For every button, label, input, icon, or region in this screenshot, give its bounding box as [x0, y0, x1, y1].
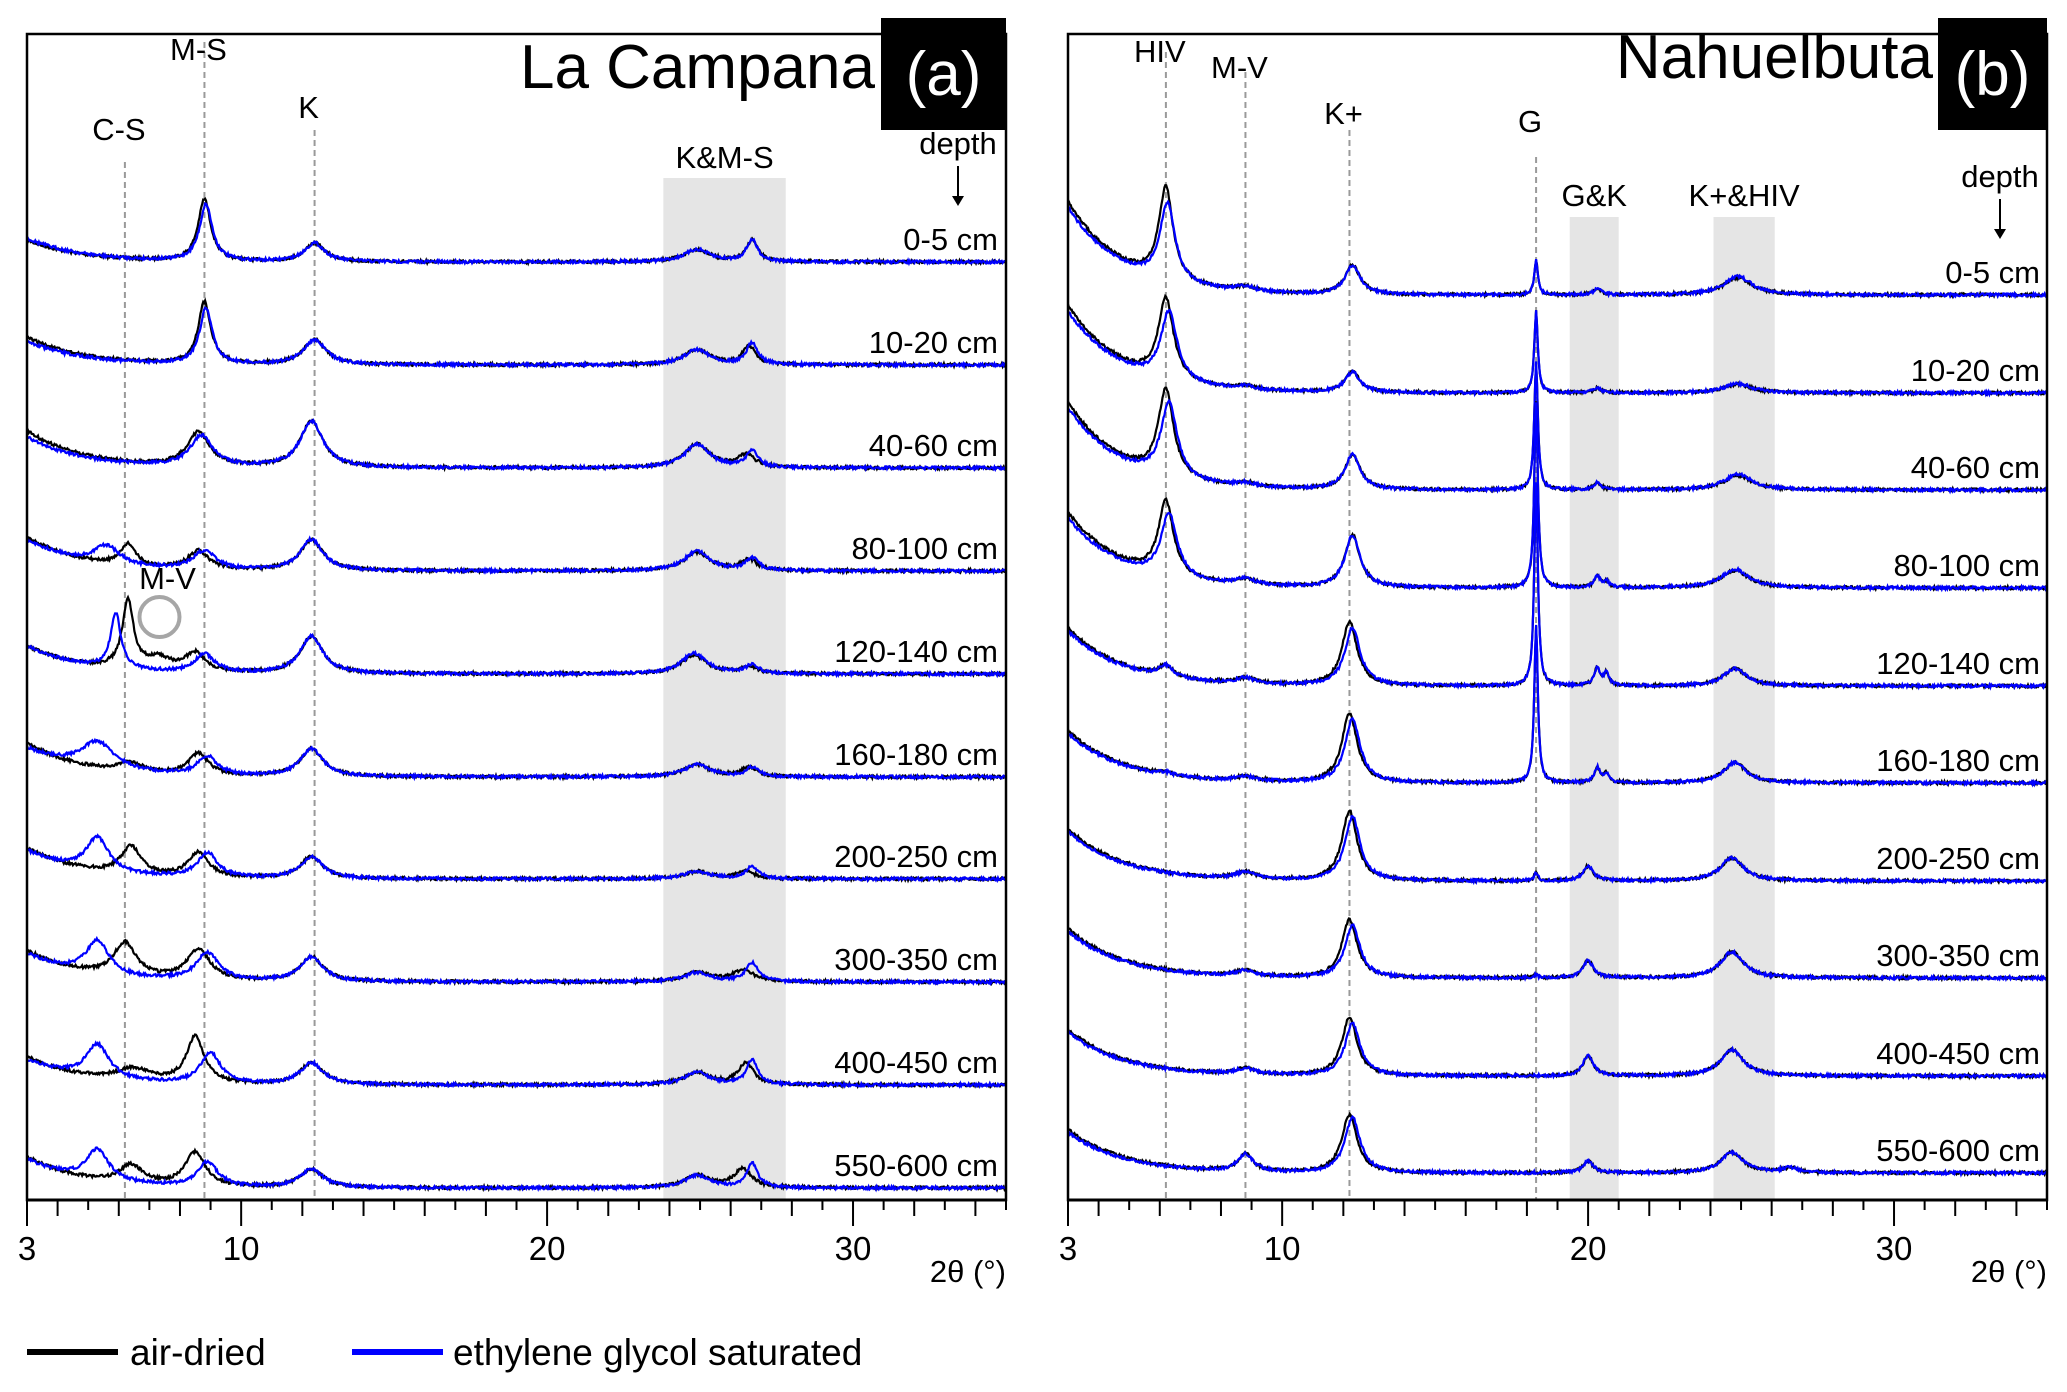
mineral-label: HIV: [1134, 34, 1186, 69]
annotation-circle: [137, 595, 182, 639]
panel-b-nahuelbuta: G&K K+&HIV HIV M-V K+ G 0-5 cm 10-20 cm 40-60 cm…: [1059, 18, 2049, 1289]
x-tick-label: 10: [223, 1230, 260, 1267]
depth-label: 40-60 cm: [1911, 450, 2040, 485]
legend-label-glycol: ethylene glycol saturated: [453, 1332, 862, 1373]
depth-header: depth: [1961, 159, 2039, 194]
panel-tag-box: [881, 18, 1006, 130]
depth-label: 200-250 cm: [1876, 841, 2040, 876]
x-axis-title: 2θ (°): [1971, 1254, 2047, 1289]
trace-glycol: [1067, 402, 2048, 593]
trace-glycol: [1067, 361, 2048, 495]
trace-air-dried: [26, 297, 1007, 370]
plot-frame: [25, 32, 1008, 1202]
depth-label: 0-5 cm: [903, 222, 998, 257]
trace-glycol: [26, 202, 1006, 267]
band-label: K+&HIV: [1689, 178, 1800, 213]
depth-label: 0-5 cm: [1945, 255, 2040, 290]
legend: air-dried ethylene glycol saturated: [27, 1332, 862, 1373]
depth-label: 10-20 cm: [1911, 353, 2040, 388]
x-axis-title: 2θ (°): [930, 1254, 1006, 1289]
panel-tag: (a): [906, 40, 982, 109]
depth-label: 10-20 cm: [869, 325, 998, 360]
trace-glycol: [25, 535, 1006, 576]
x-tick-label: 30: [835, 1230, 872, 1267]
depth-arrowhead-icon: [952, 196, 964, 206]
trace-glycol: [26, 1146, 1007, 1193]
band-label: G&K: [1561, 178, 1627, 213]
trace-air-dried: [26, 418, 1006, 473]
plot-frame: [1066, 32, 2049, 1202]
depth-arrowhead-icon: [1994, 229, 2006, 239]
shaded-band-k-m-s: [663, 178, 786, 1200]
depth-label: 160-180 cm: [834, 737, 998, 772]
depth-label: 40-60 cm: [869, 428, 998, 463]
trace-glycol: [1066, 308, 2048, 398]
trace-glycol: [1067, 624, 2048, 788]
x-tick-label: 20: [1570, 1230, 1607, 1267]
x-tick-label: 3: [1059, 1230, 1077, 1267]
x-tick-label: 30: [1876, 1230, 1913, 1267]
depth-label: 80-100 cm: [1894, 548, 2040, 583]
panel-tag: (b): [1955, 40, 2031, 109]
trace-glycol: [26, 1040, 1007, 1089]
trace-glycol: [1067, 482, 2048, 691]
mineral-label: M-S: [170, 32, 227, 67]
x-tick-label: 3: [18, 1230, 36, 1267]
mineral-label: M-V: [1211, 50, 1268, 85]
band-label: K&M-S: [675, 140, 773, 175]
depth-label: 400-450 cm: [834, 1045, 998, 1080]
trace-glycol: [25, 612, 1007, 679]
depth-label: 550-600 cm: [834, 1148, 998, 1183]
depth-label: 400-450 cm: [1876, 1036, 2040, 1071]
depth-label: 160-180 cm: [1876, 743, 2040, 778]
mineral-label: K+: [1324, 96, 1363, 131]
depth-label: 120-140 cm: [834, 634, 998, 669]
trace-glycol: [26, 306, 1007, 370]
panel-title: Nahuelbuta: [1616, 23, 1934, 92]
mineral-label: C-S: [92, 112, 145, 147]
trace-air-dried: [1067, 184, 2047, 300]
trace-glycol: [1067, 1114, 2048, 1178]
mineral-label: G: [1518, 104, 1542, 139]
depth-label: 80-100 cm: [852, 531, 998, 566]
trace-glycol: [25, 737, 1007, 782]
panel-tag-box: [1938, 18, 2047, 130]
depth-label: 200-250 cm: [834, 839, 998, 874]
trace-glycol: [1067, 1021, 2048, 1081]
x-tick-label: 20: [529, 1230, 566, 1267]
legend-label-air-dried: air-dried: [130, 1332, 266, 1373]
trace-glycol: [1067, 199, 2048, 300]
depth-label: 300-350 cm: [1876, 938, 2040, 973]
trace-glycol: [1066, 923, 2048, 983]
trace-air-dried: [25, 196, 1006, 267]
panel-title: La Campana: [520, 33, 876, 102]
trace-air-dried: [1066, 293, 2048, 398]
depth-label: 300-350 cm: [834, 942, 998, 977]
depth-label: 550-600 cm: [1876, 1133, 2040, 1168]
trace-glycol: [26, 418, 1007, 473]
shaded-band-k-hiv: [1713, 217, 1775, 1200]
panel-a-la-campana: K&M-S C-S M-S K 0-5 cm 10-20 cm 40-60 cm 80-100…: [18, 18, 1008, 1289]
shaded-band-g-k: [1569, 217, 1619, 1200]
trace-glycol: [1067, 815, 2048, 886]
trace-glycol: [26, 833, 1007, 884]
x-tick-label: 10: [1264, 1230, 1301, 1267]
mineral-label: K: [298, 90, 319, 125]
trace-glycol: [26, 935, 1006, 987]
depth-label: 120-140 cm: [1876, 646, 2040, 681]
annotation-label: M-V: [139, 561, 196, 596]
depth-header: depth: [919, 126, 997, 161]
